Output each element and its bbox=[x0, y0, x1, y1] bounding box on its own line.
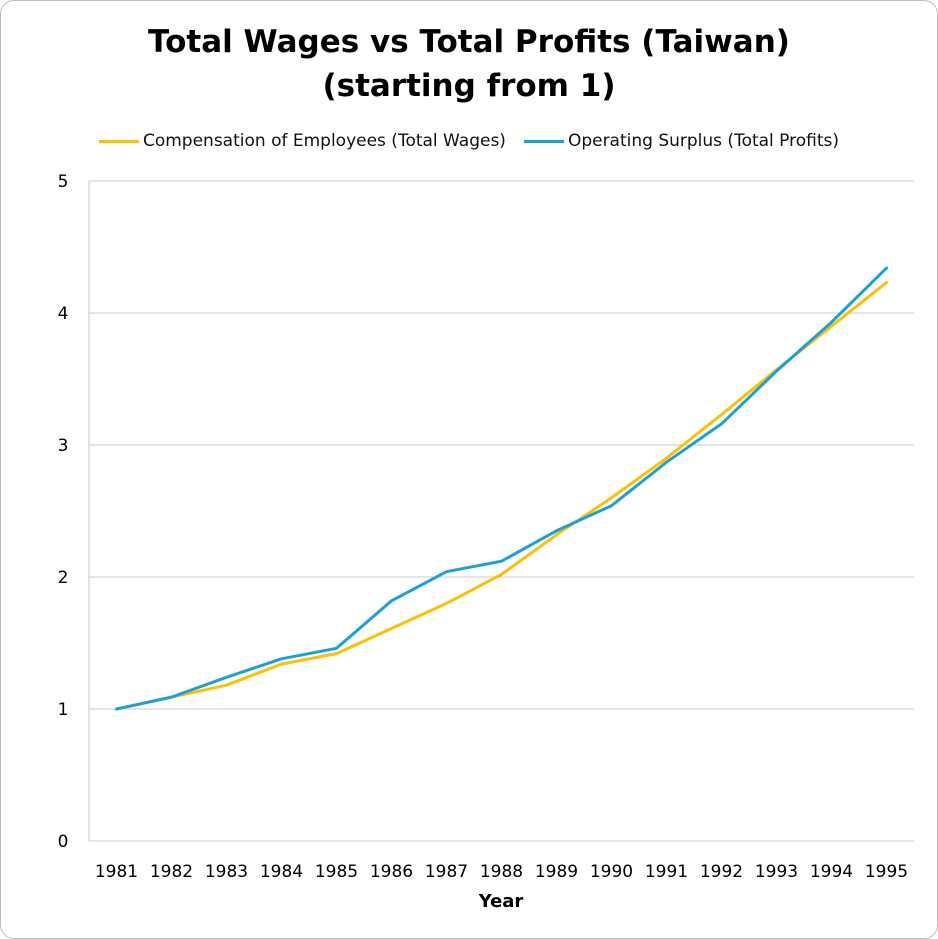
chart-title: Total Wages vs Total Profits (Taiwan) bbox=[148, 24, 790, 60]
x-tick-labels: 1981 1982 1983 1984 1985 1986 1987 1988 1989 1990… bbox=[95, 862, 908, 882]
series-line-wages bbox=[115, 281, 888, 711]
y-tick-label: 1 bbox=[58, 700, 69, 720]
x-tick-label: 1991 bbox=[645, 862, 688, 882]
x-tick-label: 1990 bbox=[590, 862, 633, 882]
x-tick-label: 1995 bbox=[865, 862, 908, 882]
series-lines bbox=[115, 266, 888, 711]
x-tick-label: 1994 bbox=[810, 862, 853, 882]
x-tick-label: 1983 bbox=[205, 862, 248, 882]
chart-subtitle: (starting from 1) bbox=[322, 68, 616, 104]
legend-label-profits: Operating Surplus (Total Profits) bbox=[567, 131, 840, 151]
gridlines bbox=[89, 180, 914, 842]
y-tick-label: 0 bbox=[58, 832, 69, 852]
x-tick-label: 1989 bbox=[535, 862, 578, 882]
y-tick-label: 5 bbox=[58, 172, 69, 192]
x-axis-label: Year bbox=[478, 891, 524, 912]
x-tick-label: 1992 bbox=[700, 862, 743, 882]
x-tick-label: 1988 bbox=[480, 862, 523, 882]
legend-swatch-wages bbox=[98, 139, 139, 143]
x-tick-label: 1984 bbox=[260, 862, 303, 882]
legend-item-wages: Compensation of Employees (Total Wages) bbox=[98, 131, 506, 151]
legend-label-wages: Compensation of Employees (Total Wages) bbox=[142, 131, 506, 151]
x-tick-label: 1986 bbox=[370, 862, 413, 882]
x-tick-label: 1981 bbox=[95, 862, 138, 882]
x-tick-label: 1987 bbox=[425, 862, 468, 882]
chart-legend: Compensation of Employees (Total Wages) … bbox=[0, 128, 938, 154]
x-tick-label: 1985 bbox=[315, 862, 358, 882]
series-line-profits bbox=[115, 266, 888, 711]
legend-swatch-profits bbox=[523, 139, 564, 143]
y-tick-labels: 0 1 2 3 4 5 bbox=[58, 172, 69, 852]
chart-title-block: Total Wages vs Total Profits (Taiwan) (s… bbox=[0, 20, 938, 108]
legend-item-profits: Operating Surplus (Total Profits) bbox=[523, 131, 840, 151]
y-tick-label: 3 bbox=[58, 436, 69, 456]
y-tick-label: 4 bbox=[58, 304, 69, 324]
x-tick-label: 1982 bbox=[150, 862, 193, 882]
x-tick-label: 1993 bbox=[755, 862, 798, 882]
y-tick-label: 2 bbox=[58, 568, 69, 588]
